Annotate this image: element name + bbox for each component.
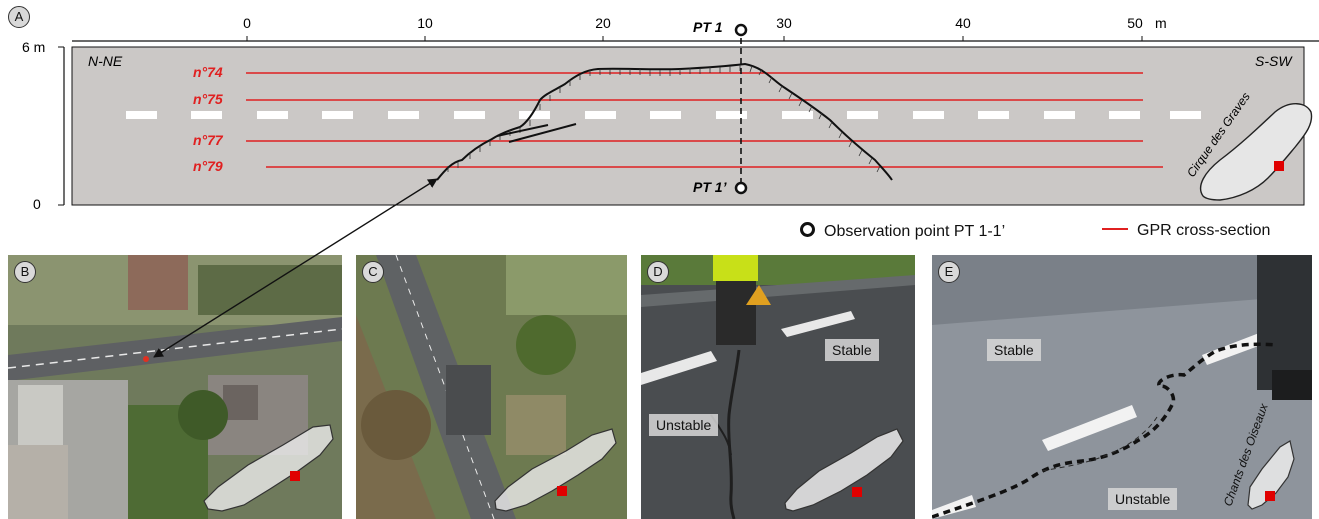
x-tick-label: 10 xyxy=(417,15,433,31)
gpr-profile-lines xyxy=(246,72,1163,168)
profile-label-77: n°77 xyxy=(193,132,224,148)
direction-right: S-SW xyxy=(1255,53,1293,69)
panel-badge-a: A xyxy=(8,6,30,28)
unstable-zone-label: Unstable xyxy=(649,414,719,436)
profile-label-74: n°74 xyxy=(193,64,223,80)
crack-line xyxy=(508,123,577,143)
legend-observation-label: Observation point PT 1-1’ xyxy=(824,223,1006,240)
stable-zone-label: Stable xyxy=(825,339,879,361)
x-unit-label: m xyxy=(1155,15,1167,31)
x-tick-label: 0 xyxy=(243,15,251,31)
x-tick-label: 50 xyxy=(1127,15,1143,31)
crack-line xyxy=(496,124,549,137)
x-tick-label: 40 xyxy=(955,15,971,31)
x-tick-label: 30 xyxy=(776,15,792,31)
observation-point-icon xyxy=(800,222,815,237)
site-schematic: 0 10 20 30 40 50 m 6 m 0 N-NE S-SW n°74 … xyxy=(22,15,1319,212)
observation-point-top xyxy=(734,23,748,37)
photo-panel-b: B xyxy=(8,255,342,519)
scarp-hachures xyxy=(447,65,881,173)
photo-panel-e: Chants des Oiseaux E Stable Unstable xyxy=(932,255,1312,519)
stable-zone-label: Stable xyxy=(987,339,1041,361)
photo-panel-d: D Stable Unstable xyxy=(641,255,915,519)
panel-badge-c: C xyxy=(362,261,384,283)
legend-gpr: GPR cross-section xyxy=(1102,222,1270,240)
road-surface xyxy=(71,46,1305,206)
panel-badge-e: E xyxy=(938,261,960,283)
y-bottom-label: 0 xyxy=(33,196,41,212)
legend-gpr-label: GPR cross-section xyxy=(1137,222,1271,239)
gpr-line-icon xyxy=(1102,228,1128,230)
unstable-zone-label: Unstable xyxy=(1108,488,1178,510)
y-top-label: 6 m xyxy=(22,39,45,55)
profile-label-75: n°75 xyxy=(193,91,223,107)
inset-map-location-marker xyxy=(1274,161,1284,171)
inset-map-shape xyxy=(1199,103,1313,201)
direction-left: N-NE xyxy=(88,53,123,69)
landslide-scarp xyxy=(436,62,893,181)
pt-bottom-label: PT 1’ xyxy=(693,179,728,195)
legend-observation: Observation point PT 1-1’ xyxy=(800,222,1005,241)
panel-badge-b: B xyxy=(14,261,36,283)
panel-badge-d: D xyxy=(647,261,669,283)
observation-point-bottom xyxy=(734,181,748,195)
profile-label-79: n°79 xyxy=(193,158,223,174)
pt-top-label: PT 1 xyxy=(693,19,723,35)
photo-panel-c: C xyxy=(356,255,627,519)
road-center-line xyxy=(126,111,1201,119)
x-tick-label: 20 xyxy=(595,15,611,31)
x-axis-ticks xyxy=(246,36,1143,41)
